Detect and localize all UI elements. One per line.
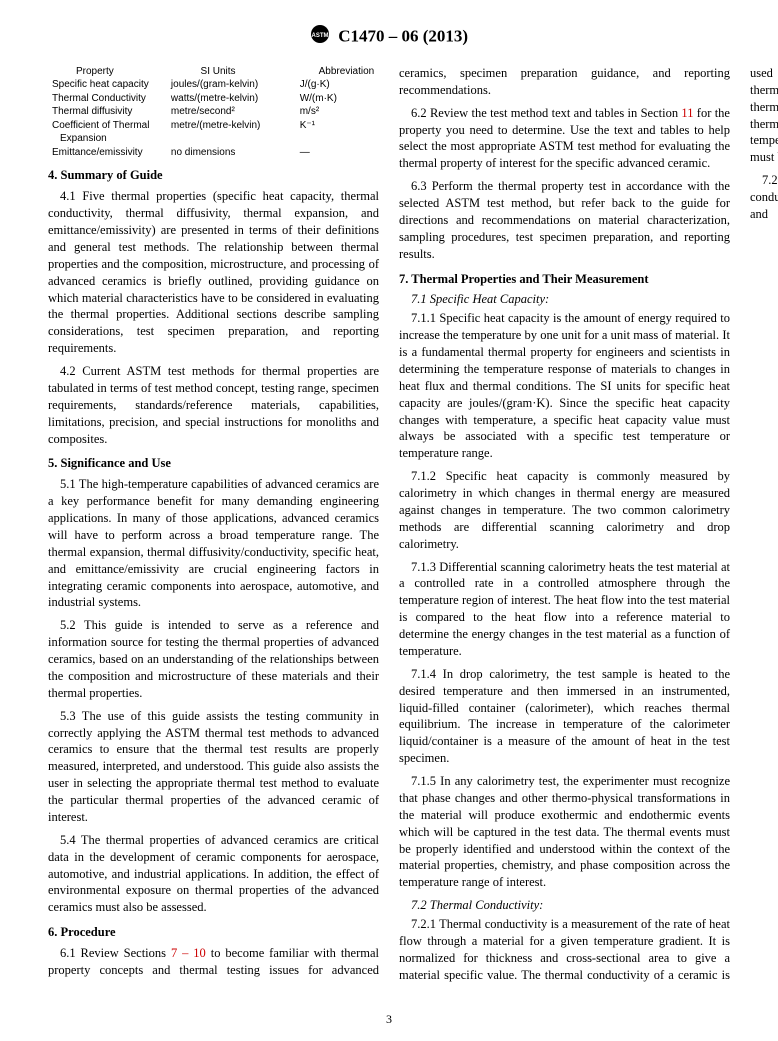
para-5-2: 5.2 This guide is intended to serve as a… xyxy=(48,617,379,701)
section-7-title: 7. Thermal Properties and Their Measurem… xyxy=(399,271,730,288)
subsection-7-1-title: 7.1 Specific Heat Capacity: xyxy=(399,291,730,308)
table-row: Emittance/emissivity no dimensions — xyxy=(48,146,379,160)
para-5-4: 5.4 The thermal properties of advanced c… xyxy=(48,832,379,916)
page-header: ASTM C1470 – 06 (2013) xyxy=(48,24,730,51)
para-5-3: 5.3 The use of this guide assists the te… xyxy=(48,708,379,826)
th-property: Property xyxy=(48,65,167,79)
th-abbr: Abbreviation xyxy=(299,65,379,79)
section-6-title: 6. Procedure xyxy=(48,924,379,941)
units-table: Property SI Units Abbreviation Specific … xyxy=(48,65,379,160)
para-4-1: 4.1 Five thermal properties (specific he… xyxy=(48,188,379,357)
svg-text:ASTM: ASTM xyxy=(311,33,328,39)
designation: C1470 – 06 (2013) xyxy=(338,26,468,45)
page-number: 3 xyxy=(0,1011,778,1027)
table-row: Coefficient of Thermal metre/(metre-kelv… xyxy=(48,119,379,133)
table-row: Expansion xyxy=(48,132,379,146)
link-section-11[interactable]: 11 xyxy=(681,106,693,120)
content-columns: Property SI Units Abbreviation Specific … xyxy=(48,65,730,985)
para-7-2-2: 7.2.2 In electrically nonconductive cera… xyxy=(750,172,778,223)
para-7-1-3: 7.1.3 Differential scanning calorimetry … xyxy=(399,559,730,660)
astm-logo: ASTM xyxy=(310,24,330,51)
table-row: Thermal diffusivity metre/second² m/s² xyxy=(48,105,379,119)
table-row: Thermal Conductivity watts/(metre-kelvin… xyxy=(48,92,379,106)
para-7-1-4: 7.1.4 In drop calorimetry, the test samp… xyxy=(399,666,730,767)
para-7-1-2: 7.1.2 Specific heat capacity is commonly… xyxy=(399,468,730,552)
section-4-title: 4. Summary of Guide xyxy=(48,167,379,184)
para-4-2: 4.2 Current ASTM test methods for therma… xyxy=(48,363,379,447)
table-row: Specific heat capacity joules/(gram-kelv… xyxy=(48,78,379,92)
section-5-title: 5. Significance and Use xyxy=(48,455,379,472)
para-6-3: 6.3 Perform the thermal property test in… xyxy=(399,178,730,262)
para-5-1: 5.1 The high-temperature capabilities of… xyxy=(48,476,379,611)
para-7-1-1: 7.1.1 Specific heat capacity is the amou… xyxy=(399,310,730,462)
page: ASTM C1470 – 06 (2013) Property SI Units… xyxy=(0,0,778,1041)
link-sections-7-10[interactable]: 7 – 10 xyxy=(171,946,206,960)
para-6-2: 6.2 Review the test method text and tabl… xyxy=(399,105,730,173)
subsection-7-2-title: 7.2 Thermal Conductivity: xyxy=(399,897,730,914)
para-7-1-5: 7.1.5 In any calorimetry test, the exper… xyxy=(399,773,730,891)
th-si: SI Units xyxy=(167,65,299,79)
